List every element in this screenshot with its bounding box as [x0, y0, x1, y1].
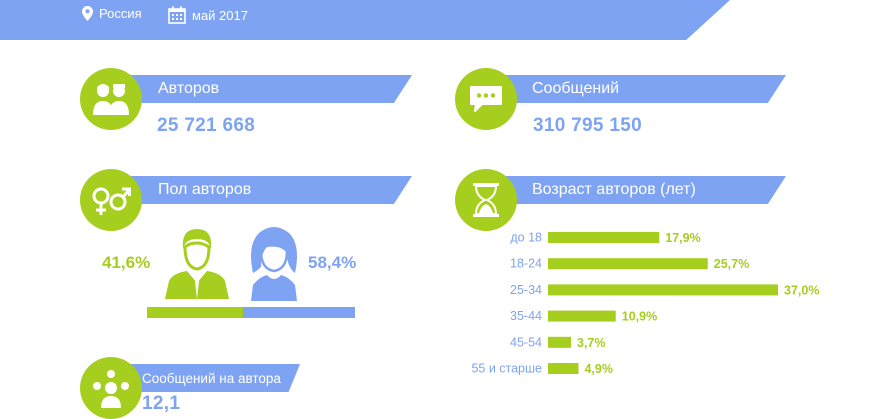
age-bar — [548, 336, 571, 348]
age-chart: до 18 17,9% 18-24 25,7% 25-34 37,0% 35-44 10,9%… — [471, 231, 819, 377]
age-category-label: 25-34 — [510, 283, 542, 297]
messages-value: 310 795 150 — [533, 115, 642, 136]
age-value-label: 10,9% — [622, 310, 657, 324]
authors-value: 25 721 668 — [157, 115, 256, 136]
age-value-label: 25,7% — [714, 257, 749, 271]
authors-icon-circle — [80, 68, 142, 130]
age-bar — [548, 284, 778, 296]
gender-symbols-icon — [92, 187, 131, 215]
age-category-label: 55 и старше — [471, 362, 542, 376]
female-figure — [247, 223, 301, 306]
female-bar — [243, 307, 355, 318]
age-value-label: 4,9% — [584, 362, 613, 376]
messages-banner: Сообщений — [484, 75, 786, 103]
age-category-label: 18-24 — [510, 257, 542, 271]
age-label: Возраст авторов (лет) — [532, 181, 696, 198]
gender-banner: Пол авторов — [110, 176, 412, 204]
age-bar — [548, 363, 579, 374]
age-icon-circle — [455, 169, 517, 231]
calendar-icon — [168, 6, 186, 24]
person-messages-icon — [93, 370, 129, 408]
region-meta: Россия — [82, 6, 142, 21]
people-icon — [93, 84, 129, 115]
male-percent: 41,6% — [102, 253, 151, 272]
age-banner: Возраст авторов (лет) — [484, 176, 786, 204]
female-percent: 58,4% — [308, 253, 357, 272]
age-category-label: до 18 — [510, 231, 542, 245]
authors-banner: Авторов — [110, 75, 412, 103]
messages-icon-circle — [455, 68, 517, 130]
male-bar — [147, 307, 257, 318]
hourglass-icon — [473, 183, 499, 217]
chat-bubble-icon — [470, 86, 502, 112]
age-category-label: 45-54 — [510, 335, 542, 349]
gender-icon-circle — [80, 169, 142, 231]
per-author-value: 12,1 — [142, 393, 181, 414]
man-icon — [165, 229, 229, 299]
per-author-icon-circle — [80, 357, 142, 419]
male-figure — [163, 225, 231, 304]
age-bar — [548, 258, 708, 270]
age-bar — [548, 232, 660, 243]
messages-label: Сообщений — [532, 80, 620, 97]
age-value-label: 37,0% — [784, 283, 819, 297]
date-meta: май 2017 — [168, 6, 248, 24]
date-text: май 2017 — [192, 7, 248, 23]
gender-label: Пол авторов — [158, 181, 252, 198]
header-banner — [0, 0, 730, 40]
location-pin-icon — [82, 6, 93, 21]
per-author-label: Сообщений на автора — [142, 370, 281, 386]
region-text: Россия — [99, 6, 142, 21]
age-value-label: 17,9% — [665, 231, 700, 245]
age-bar — [548, 310, 616, 322]
per-author-banner: Сообщений на автора — [110, 364, 300, 392]
woman-icon — [251, 227, 297, 301]
age-category-label: 35-44 — [510, 309, 542, 323]
age-value-label: 3,7% — [577, 336, 606, 350]
authors-label: Авторов — [158, 80, 220, 97]
